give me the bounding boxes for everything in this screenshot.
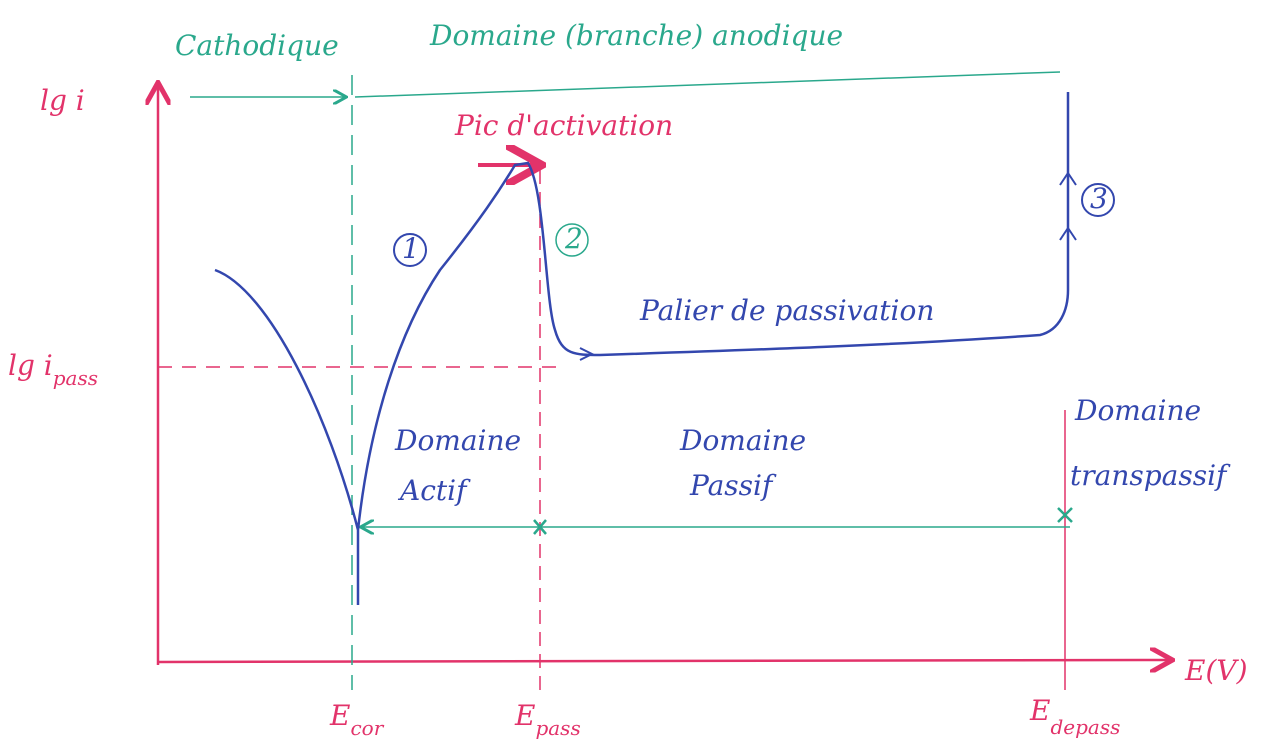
- level-text: lg i: [8, 349, 53, 382]
- domain-line2: Actif: [397, 474, 471, 507]
- e: E: [514, 699, 535, 732]
- sub: pass: [535, 716, 580, 740]
- domain-line2: transpassif: [1070, 459, 1231, 492]
- sub: cor: [350, 716, 384, 740]
- domain-line2: Passif: [689, 469, 777, 502]
- anodic-label: Domaine (branche) anodique: [429, 19, 843, 52]
- polarization-curve: [215, 92, 1068, 605]
- sub: depass: [1050, 715, 1120, 739]
- diagram: Cathodique Domaine (branche) anodique lg…: [0, 0, 1279, 753]
- e-depass: Edepass: [1029, 694, 1120, 739]
- domain-guides: [190, 72, 1072, 690]
- e: E: [329, 699, 350, 732]
- plateau-label: Palier de passivation: [639, 294, 934, 327]
- e-cor: Ecor: [329, 699, 385, 740]
- cathodic-label: Cathodique: [175, 29, 339, 62]
- page: Cathodique Domaine (branche) anodique lg…: [0, 0, 1279, 753]
- peak-label: Pic d'activation: [454, 109, 673, 142]
- domain-line1: Domaine: [679, 424, 806, 457]
- level-label: lg ipass: [8, 349, 98, 390]
- curve-arrows: [580, 173, 1076, 360]
- domain-line1: Domaine: [1074, 394, 1201, 427]
- e: E: [1029, 694, 1050, 727]
- x-axis-label: E(V): [1184, 654, 1248, 687]
- e-pass: Epass: [514, 699, 581, 740]
- step-2: 2: [564, 222, 583, 255]
- domain-line1: Domaine: [394, 424, 521, 457]
- step-1: 1: [402, 232, 420, 265]
- level-sub: pass: [53, 366, 98, 390]
- step-3: 3: [1090, 182, 1108, 215]
- axes: [158, 85, 1170, 690]
- y-axis-label: lg i: [40, 84, 85, 117]
